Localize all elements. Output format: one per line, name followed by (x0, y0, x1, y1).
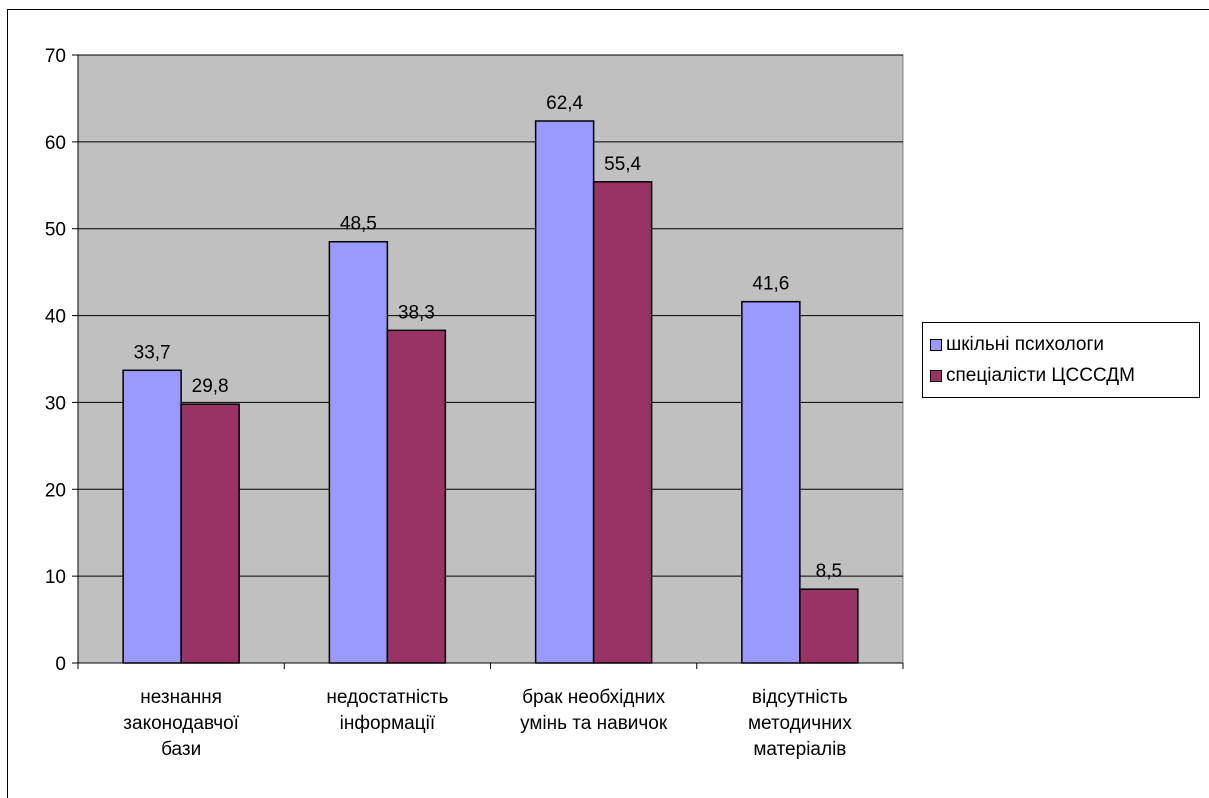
bar-series-1-cat-2 (592, 181, 653, 664)
legend-swatch (930, 369, 942, 382)
bar-series-0-cat-2 (534, 120, 595, 664)
legend-label: шкільні психологи (946, 333, 1105, 355)
x-category-label: відсутність методичних матеріалів (748, 687, 852, 760)
x-category-label-line: незнання (140, 687, 222, 708)
data-label: 33,7 (134, 342, 171, 363)
x-category-label-line: матеріалів (753, 739, 846, 760)
data-labels: 33,7 29,8 48,5 38,3 62,4 55,4 41,6 8,5 (134, 93, 842, 582)
x-category-label-line: бази (161, 739, 201, 760)
x-category-label-line: брак необхідних (522, 687, 665, 708)
bar-series-0-cat-0 (122, 369, 182, 664)
y-tick-label: 70 (45, 46, 66, 67)
y-tick-label: 10 (45, 567, 66, 588)
x-category-label: незнання законодавчої бази (123, 687, 239, 760)
x-category-label-line: недостатність (326, 687, 448, 708)
axes (72, 54, 904, 669)
x-category-labels: незнання законодавчої бази недостатність інф… (123, 687, 852, 760)
y-tick-label: 40 (45, 307, 66, 328)
y-tick-label: 0 (55, 654, 66, 675)
bar-series-1-cat-3 (799, 588, 859, 664)
x-category-label-line: умінь та навичок (520, 713, 668, 734)
bar-series-0-cat-1 (328, 240, 389, 664)
data-label: 62,4 (546, 93, 583, 114)
y-tick-label: 30 (45, 393, 66, 414)
bars (122, 120, 859, 664)
x-category-label: недостатність інформації (326, 687, 448, 734)
legend-item-school-psychologists: шкільні психологи (930, 329, 1199, 360)
legend-swatch (930, 338, 942, 351)
data-label: 41,6 (752, 274, 789, 295)
x-category-label-line: законодавчої (123, 713, 239, 734)
data-label: 29,8 (192, 376, 229, 397)
x-category-label: брак необхідних умінь та навичок (520, 687, 668, 734)
bar-series-1-cat-1 (386, 329, 447, 664)
data-label: 55,4 (604, 154, 641, 175)
legend-label: спеціалісти ЦСССДМ (946, 364, 1135, 386)
data-label: 48,5 (340, 214, 377, 235)
y-tick-label: 50 (45, 220, 66, 241)
data-label: 38,3 (398, 302, 435, 323)
legend: шкільні психологи спеціалісти ЦСССДМ (922, 322, 1200, 398)
chart-frame (7, 9, 1209, 798)
x-category-label-line: відсутність (752, 687, 848, 708)
legend-item-csssdm-specialists: спеціалісти ЦСССДМ (930, 360, 1199, 391)
y-tick-label: 60 (45, 133, 66, 154)
data-label: 8,5 (816, 561, 842, 582)
x-category-label-line: інформації (340, 713, 436, 734)
y-tick-label: 20 (45, 480, 66, 501)
bar-series-0-cat-3 (741, 300, 801, 664)
y-tick-labels: 0 10 20 30 40 50 60 70 (45, 46, 66, 675)
x-category-label-line: методичних (748, 713, 852, 734)
bar-series-1-cat-0 (180, 403, 240, 664)
